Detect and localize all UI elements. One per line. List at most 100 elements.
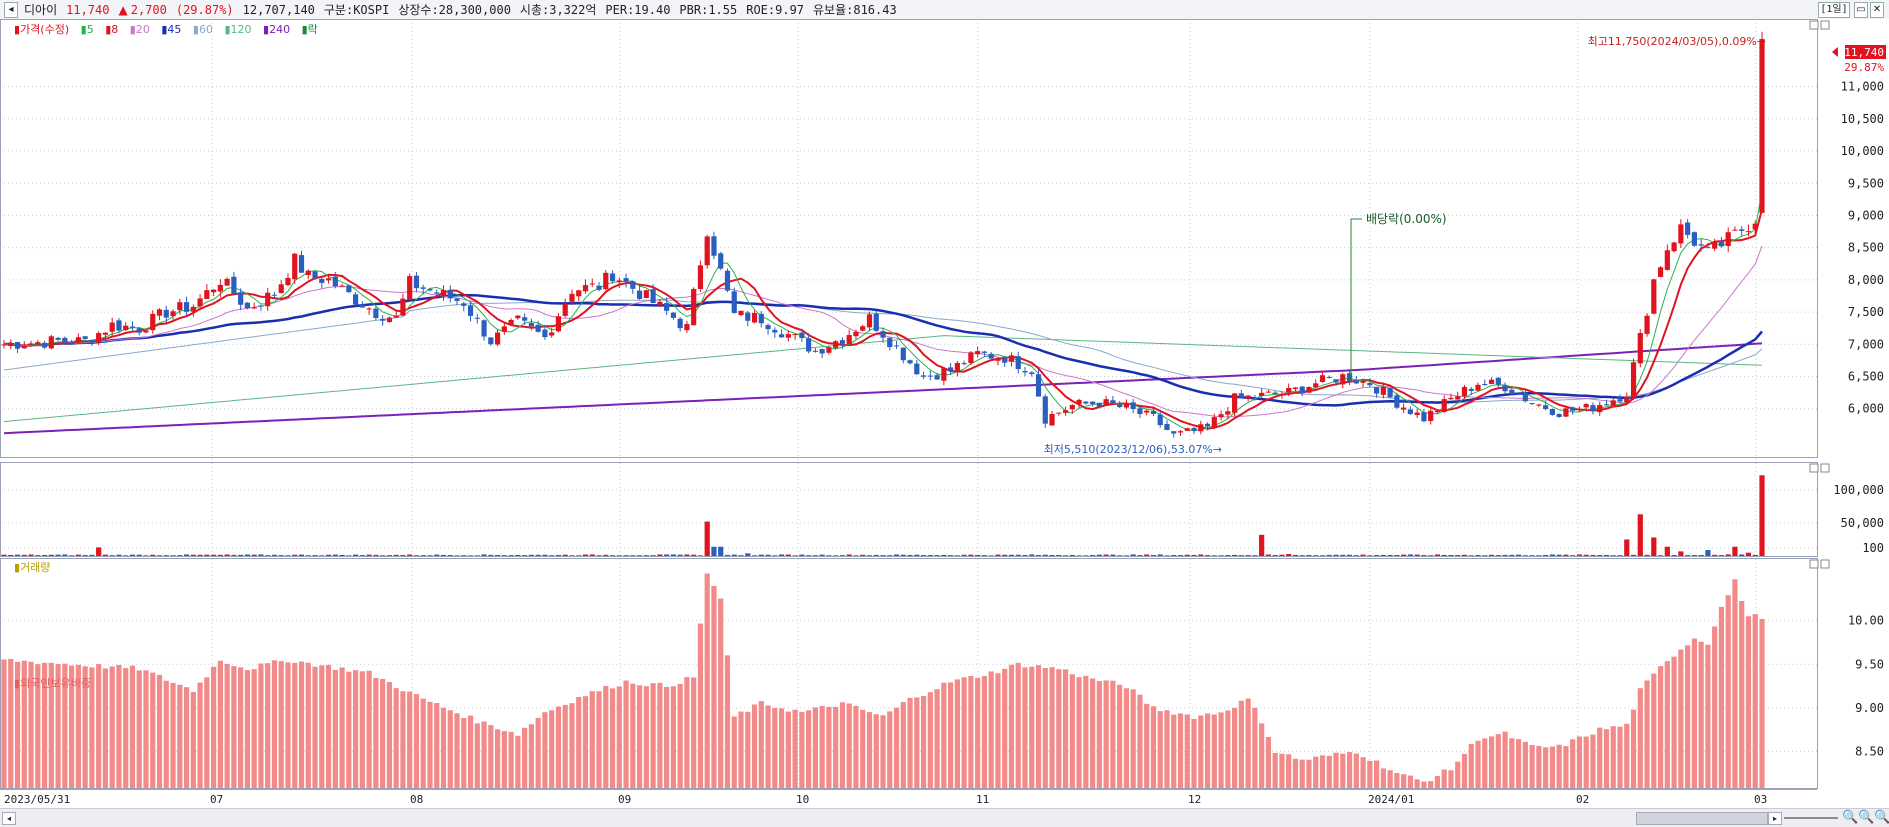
volume-bar	[244, 554, 251, 556]
candle	[1461, 384, 1468, 399]
foreign-bar	[1556, 744, 1562, 788]
candle	[319, 276, 325, 289]
candle	[670, 312, 676, 320]
scroll-left-button[interactable]: ◂	[2, 812, 16, 825]
candle	[887, 337, 893, 351]
legend-ma8[interactable]: 8	[111, 23, 119, 36]
volume-bar	[839, 555, 846, 556]
volume-bar	[920, 555, 927, 556]
candle	[224, 277, 230, 286]
candle	[1150, 406, 1157, 416]
candle	[893, 340, 900, 350]
volume-bar	[1644, 554, 1650, 556]
volume-bar	[1373, 555, 1380, 556]
candle	[1380, 382, 1386, 399]
scroll-right-button[interactable]: ▸	[1768, 812, 1782, 825]
foreign-bar	[1455, 761, 1461, 788]
volume-bar	[28, 554, 34, 556]
candle-body	[1414, 412, 1420, 415]
legend-ma60[interactable]: 60	[198, 23, 213, 36]
volume-bar	[1123, 555, 1130, 556]
candle-body	[400, 298, 406, 316]
candle	[1583, 403, 1589, 412]
foreign-bar	[948, 682, 954, 788]
volume-bar	[278, 555, 284, 556]
zoom-in-icon[interactable]: 🔍	[1858, 810, 1875, 825]
candle-body	[21, 346, 27, 349]
legend-price-title[interactable]: 가격(수정)	[20, 23, 70, 36]
legend-exdiv[interactable]: 락	[307, 23, 318, 36]
volume-bar	[806, 555, 812, 556]
legend-foreign-title[interactable]: 외국인보유비중	[20, 677, 91, 690]
candle	[413, 272, 420, 293]
volume-bar	[1272, 554, 1278, 556]
candle	[217, 278, 223, 298]
candle-body	[244, 302, 251, 309]
foreign-bar	[420, 698, 426, 788]
candle	[1353, 375, 1359, 384]
volume-bar	[474, 555, 480, 556]
period-button[interactable]: [1일]	[1818, 2, 1850, 18]
candle-body	[1468, 388, 1474, 391]
candle-body	[1387, 387, 1393, 398]
volume-pane-max-icon	[1809, 463, 1819, 473]
zoom-slider[interactable]	[1784, 817, 1838, 819]
price-tick-label: 9,000	[1848, 208, 1884, 222]
candle	[136, 326, 142, 336]
scroll-thumb[interactable]	[1636, 812, 1768, 825]
low-annotation: 최저5,510(2023/12/06),53.07%→	[1044, 443, 1222, 456]
legend-ma240[interactable]: 240	[269, 23, 291, 36]
volume-bar	[1279, 554, 1285, 556]
volume-bar	[366, 554, 372, 556]
legend-ma5[interactable]: 5	[86, 23, 94, 36]
volume-bar	[1583, 554, 1589, 556]
legend-ma45[interactable]: 45	[167, 23, 182, 36]
volume-bar	[1022, 555, 1028, 556]
candle	[995, 356, 1001, 366]
candle	[920, 371, 927, 380]
candle	[1110, 396, 1116, 404]
candle-body	[873, 313, 879, 331]
candle-body	[616, 280, 622, 283]
candle	[1083, 401, 1089, 405]
candle	[393, 310, 399, 318]
x-tick-label: 09	[618, 793, 631, 806]
expand-left-button[interactable]: ◂	[4, 2, 18, 18]
chart-area[interactable]: 6,000 6,500 7,000 7,500 8,000 8,500 9,000 9,500…	[0, 19, 1889, 808]
foreign-bar	[650, 683, 656, 788]
volume-bar	[1177, 555, 1184, 556]
candle	[1191, 427, 1197, 435]
zoom-out-icon[interactable]: 🔍	[1842, 810, 1859, 825]
candle-body	[461, 303, 467, 306]
volume-bar	[596, 555, 602, 556]
volume-bar	[826, 555, 832, 556]
foreign-bar	[765, 705, 771, 788]
time-scrollbar[interactable]: ◂ ▸ 🔍 🔍 🔍	[0, 808, 1889, 827]
legend-volume-title[interactable]: 거래량	[20, 561, 51, 574]
candle	[630, 281, 636, 294]
candle	[562, 298, 568, 318]
foreign-bar	[515, 735, 521, 788]
stock-name[interactable]: 디아이	[24, 3, 58, 17]
candle	[129, 321, 136, 331]
foreign-bar	[1211, 714, 1217, 788]
candle	[386, 316, 393, 323]
volume-bar	[1, 554, 7, 556]
candle	[1204, 422, 1211, 431]
candle-body	[1461, 386, 1468, 397]
candle-body	[1428, 410, 1434, 421]
candle-body	[1488, 379, 1495, 384]
candle-body	[136, 328, 142, 333]
legend-ma120[interactable]: 120	[230, 23, 252, 36]
legend-ma20[interactable]: 20	[135, 23, 150, 36]
candle-body	[833, 341, 839, 348]
candle-body	[1150, 410, 1157, 414]
close-button[interactable]: ✕	[1870, 2, 1884, 18]
volume-bar	[853, 555, 859, 556]
candle	[312, 270, 318, 281]
foreign-bar	[332, 669, 338, 788]
candle	[1529, 403, 1535, 406]
split-button[interactable]: ▭	[1854, 2, 1868, 18]
volume-bar	[440, 554, 447, 556]
zoom-reset-icon[interactable]: 🔍	[1874, 810, 1889, 825]
